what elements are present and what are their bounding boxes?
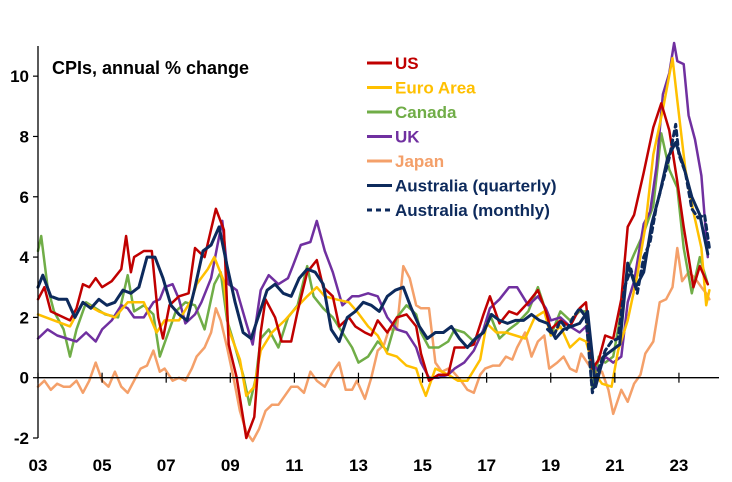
- chart-title: CPIs, annual % change: [52, 58, 249, 78]
- axis-layer: -2 0 2 4 6 8 10 03 05 07 09 11 13 15 17 19 21 23: [10, 46, 719, 475]
- x-tick-label: 07: [157, 456, 176, 475]
- legend-label: UK: [395, 128, 420, 147]
- y-tick-label: -2: [14, 429, 29, 448]
- y-tick-label: 0: [20, 369, 29, 388]
- legend-label: Japan: [395, 152, 444, 171]
- series-line-us: [36, 102, 710, 440]
- series-line-australia-quarterly: [36, 141, 710, 389]
- series-line-australia-monthly: [546, 122, 711, 395]
- y-tick-label: 8: [20, 127, 29, 146]
- legend-label: Australia (monthly): [395, 201, 550, 220]
- x-tick-label: 03: [29, 456, 48, 475]
- y-tick-label: 10: [10, 67, 29, 86]
- x-tick-label: 21: [605, 456, 624, 475]
- legend-label: US: [395, 54, 419, 73]
- x-tick-label: 23: [669, 456, 688, 475]
- series-layer: [36, 41, 711, 443]
- y-tick-label: 2: [20, 308, 29, 327]
- legend-label: Euro Area: [395, 79, 476, 98]
- y-tick-label: 4: [20, 248, 30, 267]
- x-tick-label: 19: [541, 456, 560, 475]
- legend-label: Australia (quarterly): [395, 177, 557, 196]
- x-tick-label: 13: [349, 456, 368, 475]
- x-tick-label: 05: [93, 456, 112, 475]
- x-tick-label: 15: [413, 456, 432, 475]
- x-tick-label: 11: [285, 456, 303, 475]
- y-tick-label: 6: [20, 188, 29, 207]
- x-tick-label: 09: [221, 456, 240, 475]
- x-tick-label: 17: [477, 456, 496, 475]
- legend-label: Canada: [395, 103, 457, 122]
- legend: US Euro Area Canada UK Japan Australia (quart…: [367, 54, 557, 220]
